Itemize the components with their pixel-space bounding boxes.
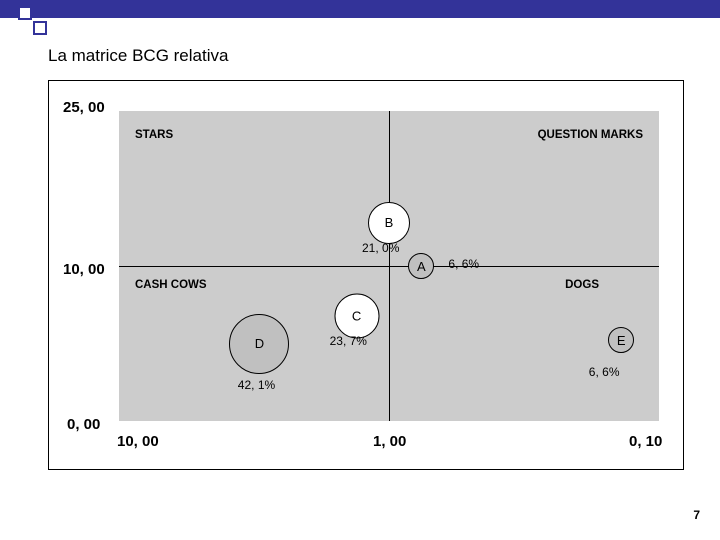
bubble-a-label: A	[417, 259, 426, 274]
plot-area: STARS QUESTION MARKS CASH COWS DOGS D 42…	[119, 111, 659, 421]
y-axis-min: 0, 00	[67, 416, 100, 433]
x-axis-left: 10, 00	[117, 433, 159, 450]
x-axis-mid: 1, 00	[373, 433, 406, 450]
quadrant-cash-cows: CASH COWS	[135, 279, 207, 291]
y-axis-mid: 10, 00	[63, 261, 105, 278]
page-number: 7	[693, 508, 700, 522]
bubble-c-pct: 23, 7%	[330, 334, 367, 348]
y-axis-max: 25, 00	[63, 99, 105, 116]
bubble-c-label: C	[352, 308, 361, 323]
quadrant-stars: STARS	[135, 129, 173, 141]
x-axis-right: 0, 10	[629, 433, 662, 450]
bubble-a-pct: 6, 6%	[448, 257, 479, 271]
bubble-a: A	[408, 253, 434, 279]
chart-container: 25, 00 10, 00 0, 00 10, 00 1, 00 0, 10 S…	[48, 80, 684, 470]
bubble-b-pct: 21, 0%	[362, 241, 399, 255]
bubble-d-pct: 42, 1%	[238, 378, 275, 392]
bubble-d-label: D	[255, 336, 264, 351]
page-title: La matrice BCG relativa	[48, 46, 228, 66]
quadrant-question-marks: QUESTION MARKS	[538, 129, 643, 141]
bubble-e-label: E	[617, 333, 626, 348]
bubble-e: E	[608, 327, 634, 353]
bubble-c: C	[334, 293, 379, 338]
logo-box-icon	[18, 6, 32, 20]
logo-box-icon	[33, 21, 47, 35]
bubble-b: B	[368, 202, 410, 244]
quadrant-dogs: DOGS	[565, 279, 599, 291]
bubble-b-label: B	[385, 215, 394, 230]
bubble-e-pct: 6, 6%	[589, 365, 620, 379]
bubble-d: D	[229, 314, 289, 374]
horizontal-divider	[119, 266, 659, 267]
header-bar	[0, 0, 720, 18]
